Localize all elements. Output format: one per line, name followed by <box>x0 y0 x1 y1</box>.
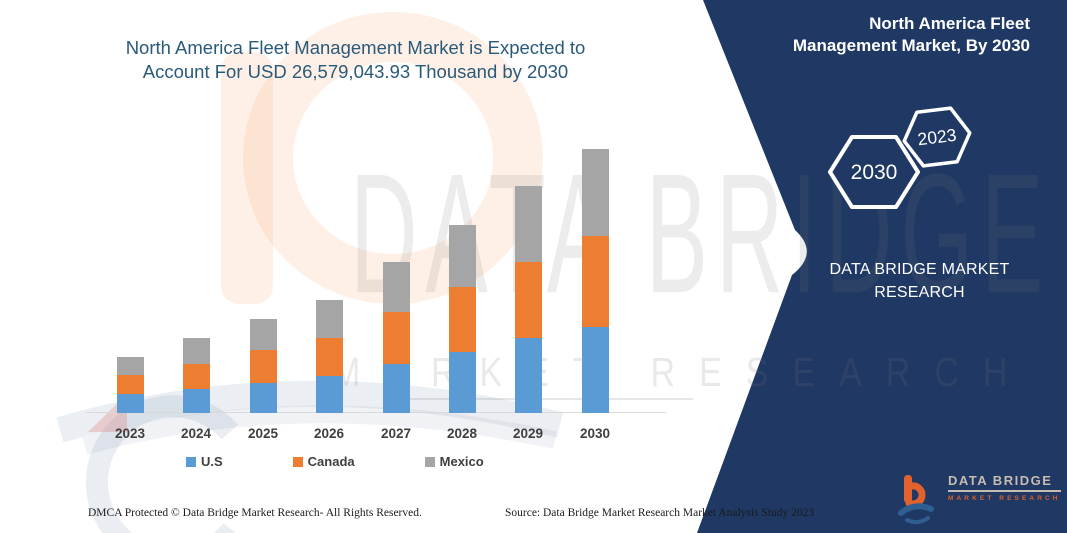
bar-2027 <box>382 261 410 413</box>
databridge-logo-name: DATA BRIDGE <box>948 473 1053 488</box>
databridge-logo-underline <box>948 490 1061 492</box>
legend: U.S Canada Mexico <box>186 454 484 469</box>
bar-segment-us <box>182 389 210 413</box>
chart-title-line1: North America Fleet Management Market is… <box>125 37 586 58</box>
legend-label: Mexico <box>439 454 484 469</box>
bar-2026 <box>315 300 343 413</box>
bar-2028 <box>448 224 476 413</box>
bar-segment-us <box>116 394 144 413</box>
legend-item-us: U.S <box>186 454 223 469</box>
footer-source-text: Source: Data Bridge Market Research Mark… <box>505 507 815 519</box>
side-panel-brand-line2: RESEARCH <box>874 284 965 301</box>
x-axis-line <box>86 412 666 413</box>
bar-segment-mexico <box>514 186 542 262</box>
bar-2025 <box>249 318 277 413</box>
x-axis-label-2023: 2023 <box>114 426 146 441</box>
bar-segment-mexico <box>448 224 476 288</box>
bar-segment-canada <box>581 235 609 327</box>
bar-segment-canada <box>315 338 343 377</box>
chart-title: North America Fleet Management Market is… <box>83 36 628 84</box>
x-axis-label-2030: 2030 <box>579 426 611 441</box>
bar-segment-mexico <box>116 356 144 376</box>
legend-item-mexico: Mexico <box>424 454 484 469</box>
side-panel-title-line1: North America Fleet <box>869 14 1030 33</box>
bar-segment-us <box>315 376 343 413</box>
chart-title-line2: Account For USD 26,579,043.93 Thousand b… <box>142 61 569 82</box>
bar-segment-canada <box>382 311 410 364</box>
watermark-text-marketresearch: MARKET RESEARCH <box>332 350 1032 396</box>
databridge-logo-text: DATA BRIDGE MARKET RESEARCH <box>948 473 1061 502</box>
bar-segment-mexico <box>382 261 410 312</box>
bar-segment-canada <box>448 287 476 352</box>
bar-segment-canada <box>514 261 542 338</box>
side-panel-title: North America Fleet Management Market, B… <box>730 13 1030 56</box>
bar-segment-us <box>581 326 609 413</box>
x-axis-label-2027: 2027 <box>380 426 412 441</box>
bar-segment-mexico <box>581 149 609 236</box>
legend-swatch <box>424 456 435 467</box>
legend-item-canada: Canada <box>292 454 355 469</box>
bar-segment-us <box>448 351 476 413</box>
x-axis-label-2028: 2028 <box>446 426 478 441</box>
bar-segment-mexico <box>182 338 210 364</box>
databridge-logo: DATA BRIDGE MARKET RESEARCH <box>898 473 1061 525</box>
bar-segment-mexico <box>315 300 343 339</box>
bar-2030 <box>581 149 609 413</box>
bar-segment-canada <box>182 364 210 389</box>
legend-swatch <box>292 456 303 467</box>
bar-segment-canada <box>116 375 144 395</box>
legend-label: Canada <box>307 454 355 469</box>
x-axis-label-2025: 2025 <box>247 426 279 441</box>
side-panel-title-line2: Management Market, By 2030 <box>792 35 1030 55</box>
watermark-underline <box>390 398 693 400</box>
bar-2024 <box>182 338 210 413</box>
side-panel-brand-line1: DATA BRIDGE MARKET <box>829 261 1010 278</box>
bar-segment-canada <box>249 349 277 383</box>
bar-segment-us <box>514 338 542 413</box>
side-panel-brand: DATA BRIDGE MARKET RESEARCH <box>822 258 1017 304</box>
legend-label: U.S <box>201 454 223 469</box>
bar-2023 <box>116 356 144 413</box>
x-axis-label-2029: 2029 <box>512 426 544 441</box>
x-axis-label-2024: 2024 <box>180 426 212 441</box>
databridge-logo-icon <box>898 475 934 525</box>
bar-segment-mexico <box>249 318 277 350</box>
databridge-logo-tagline: MARKET RESEARCH <box>948 495 1061 502</box>
bar-segment-us <box>382 363 410 413</box>
footer-dmca-text: DMCA Protected © Data Bridge Market Rese… <box>88 507 422 519</box>
bar-2029 <box>514 186 542 413</box>
x-axis-label-2026: 2026 <box>313 426 345 441</box>
legend-swatch <box>186 456 196 467</box>
bar-segment-us <box>249 382 277 413</box>
